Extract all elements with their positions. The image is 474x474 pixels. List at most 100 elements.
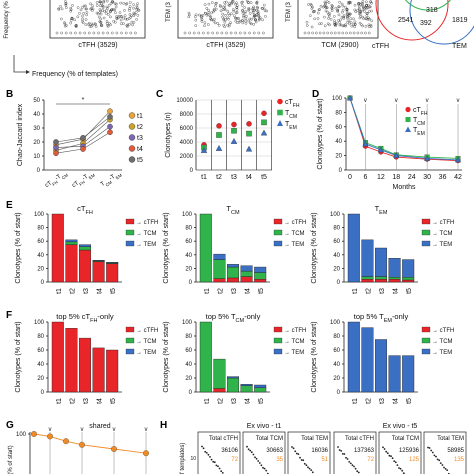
scatter-point [108,22,111,25]
panel-D-clonotype-decay: 0 20 40 60 80 100 0 6 12 18 24 30 36 42 v v v v Months Clon… [317,94,462,191]
rank-point [396,464,399,466]
data-point-t5 [107,114,113,120]
scatter-point [235,8,239,11]
y-tick-label: 0 [337,280,341,286]
scatter-point [333,15,336,18]
scatter-point [88,25,92,28]
data-point-t3 [107,123,113,130]
bar-segment [361,279,374,283]
y-tick-label: 80 [185,226,192,232]
scatter-point [84,23,88,26]
y-tick-label: 60 [333,239,340,245]
x-tick-label-part: TEM [83,170,96,182]
scatter-point [347,14,351,17]
rank-point [383,448,386,450]
scatter-point [98,0,102,4]
data-point-TCM [216,132,222,138]
panel-label-B: B [6,89,13,100]
rank-point [297,453,300,455]
total-count: 137363 [354,448,375,454]
rank-point [340,450,343,452]
data-point-TCM [261,119,267,126]
scatter-point [353,3,357,7]
data-point [63,438,69,445]
scatter-point [247,9,250,12]
scatter-point [354,22,357,26]
scatter-point [359,10,363,14]
scatter-point [192,31,196,35]
scatter-point [364,6,367,9]
significance-star: * [82,97,85,104]
scatter-point [360,1,364,5]
scatter-point [69,19,73,22]
rank-point [439,462,442,464]
data-point-TEM [362,140,369,147]
x-tick-label: cTFH-TEM [71,170,96,189]
x-tick-label: t5 [406,398,413,404]
scatter-point [233,14,236,17]
rank-point [399,467,402,470]
scatter-point [243,31,247,35]
legend-label: → TEM [136,242,156,248]
scatter-point [97,31,100,35]
x-tick-label: t5 [258,288,265,294]
rank-point [210,458,213,461]
y-tick-label: 0 [190,168,194,174]
rank-point [345,456,347,459]
x-tick-label: t3 [231,288,238,294]
rank-point [201,445,203,448]
scatter-point [100,23,103,27]
scatter-point [111,31,114,35]
scatter-point [64,2,68,6]
scatter-point [368,5,372,9]
top-footer-arrow-head [26,70,30,74]
scatter-point [215,1,218,5]
scatter-point [232,9,236,13]
scatter-point [256,11,260,15]
scatter-point [57,8,61,11]
x-tick-label: t5 [406,288,413,294]
data-point-t5 [80,134,86,141]
scatter-point [349,31,352,35]
scatter-point [113,8,117,12]
rank-point [292,447,295,450]
scatter-point [213,17,216,21]
scatter-point [263,3,266,7]
scatter-point [64,3,68,7]
rank-point [295,452,298,455]
rank-point [386,452,389,455]
bar-segment [388,279,401,283]
y-tick-label: 0 [41,280,45,286]
scatter-point [322,31,326,35]
scatter-point [235,6,239,9]
y-tick-label: 8000 [180,112,194,118]
scatter-point [342,17,345,20]
scatter-point [259,16,262,20]
rank-point [427,446,429,449]
y-tick-label: 30 [33,126,40,132]
scatter-point [230,0,234,3]
bar-segment [51,321,64,393]
scatter-point [135,4,139,8]
total-count: 30663 [266,448,283,454]
scatter-point [91,9,94,12]
scatter-point [248,17,252,21]
scatter-point [111,0,114,3]
rank-plot-frame [242,431,286,474]
rank-point [212,460,215,463]
scatter-point [81,17,84,21]
rank-point [341,453,344,455]
x-tick-label: t1 [352,288,359,294]
group-title: Ex vivo - t5 [383,423,418,430]
rank-plot-title: Total cTFH [345,436,374,442]
data-point-t5 [53,139,59,145]
shared-count: 135 [454,457,465,463]
scatter-point [334,6,338,10]
scatter-point [93,22,97,25]
scatter-point [261,18,264,22]
scatter-point [99,4,102,7]
scatter-point [230,2,233,6]
rank-point [444,468,447,470]
y-tick-label: 50 [33,98,40,104]
bar-segment [375,276,388,280]
